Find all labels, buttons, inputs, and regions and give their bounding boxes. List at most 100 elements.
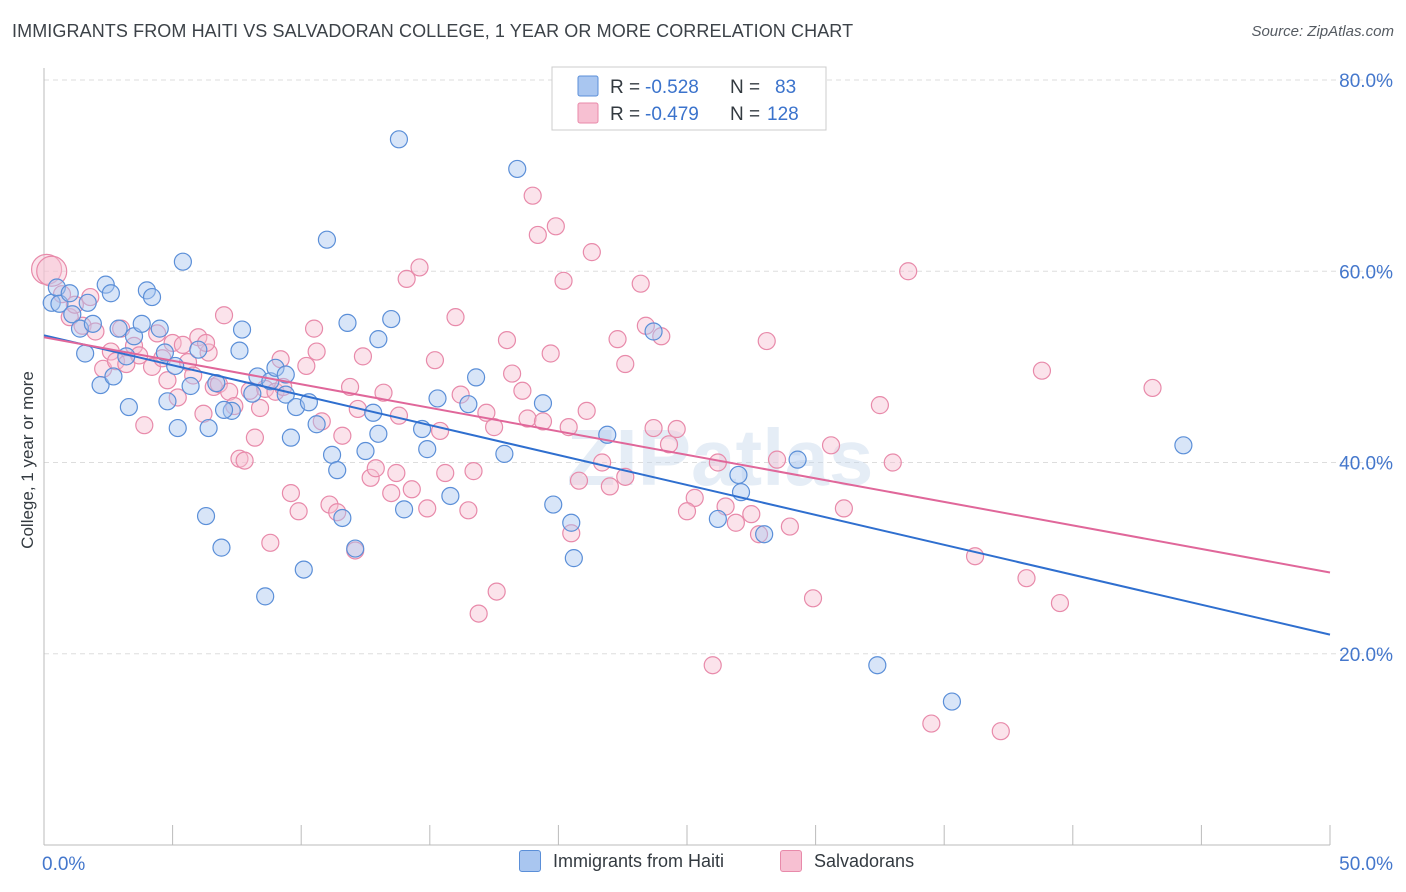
point-salvadoran (410, 258, 429, 277)
point-salvadoran (631, 274, 650, 293)
point-salvadoran (402, 480, 421, 499)
point-haiti (322, 445, 342, 464)
point-salvadoran (757, 331, 776, 351)
point-salvadoran (366, 459, 385, 478)
point-haiti (78, 293, 97, 312)
point-haiti (232, 320, 252, 339)
point-haiti (222, 401, 241, 420)
x-tick-label-min: 0.0% (42, 854, 85, 875)
point-haiti (868, 656, 887, 675)
points-layer (30, 130, 1193, 741)
point-salvadoran (503, 364, 522, 383)
point-salvadoran (261, 533, 280, 552)
point-salvadoran (304, 319, 324, 338)
point-haiti (212, 538, 231, 557)
point-haiti (168, 418, 187, 438)
point-haiti (158, 392, 177, 411)
point-salvadoran (703, 656, 722, 675)
point-salvadoran (749, 525, 769, 544)
point-salvadoran (780, 517, 799, 536)
point-salvadoran (600, 477, 619, 496)
point-haiti (150, 319, 169, 338)
point-haiti (788, 450, 807, 469)
point-salvadoran (1143, 378, 1162, 398)
bottom-legend: Immigrants from Haiti Salvadorans (0, 850, 1406, 880)
grid-layer (44, 79, 1393, 655)
legend-label-haiti: Immigrants from Haiti (553, 850, 725, 871)
point-haiti (369, 330, 388, 349)
point-haiti (495, 444, 514, 463)
point-salvadoran (307, 342, 326, 361)
point-haiti (356, 441, 375, 461)
point-salvadoran (135, 416, 154, 435)
point-salvadoran (117, 354, 136, 374)
point-salvadoran (667, 419, 686, 439)
point-salvadoran (148, 324, 167, 343)
y-tick-label: 80.0% (1339, 71, 1393, 92)
y-tick-label: 60.0% (1339, 262, 1393, 283)
point-salvadoran (281, 484, 301, 503)
point-haiti (418, 440, 437, 459)
point-haiti (441, 486, 460, 506)
point-salvadoran (513, 381, 532, 400)
point-salvadoran (821, 436, 841, 455)
point-haiti (101, 284, 120, 303)
point-haiti (104, 367, 123, 386)
point-salvadoran (397, 269, 416, 288)
point-haiti (83, 314, 102, 333)
legend-item-haiti[interactable]: Immigrants from Haiti (519, 850, 724, 872)
legend-swatch-haiti (577, 75, 599, 97)
point-haiti (394, 500, 414, 519)
top-legend: R = -0.528 N = 83 R = -0.479 N = 128 (551, 66, 827, 131)
point-haiti (328, 461, 347, 480)
point-salvadoran (353, 347, 373, 366)
point-salvadoran (361, 468, 380, 487)
point-salvadoran (1032, 361, 1052, 380)
point-salvadoran (158, 371, 177, 390)
legend-r-value-salvadoran: -0.479 (645, 104, 699, 125)
point-haiti (564, 549, 583, 568)
point-salvadoran (30, 253, 63, 285)
point-salvadoran (250, 398, 270, 418)
legend-swatch-haiti-bottom (519, 850, 541, 872)
point-salvadoran (487, 582, 506, 601)
point-salvadoran (297, 356, 316, 376)
legend-swatch-salvadoran-bottom (780, 850, 802, 872)
point-salvadoran (677, 502, 697, 521)
axes-layer (43, 68, 1331, 846)
point-salvadoran (340, 377, 360, 397)
legend-r-label-salvadoran: R = (610, 104, 640, 125)
point-salvadoran (870, 396, 890, 415)
point-salvadoran (382, 484, 401, 503)
point-salvadoran (834, 499, 853, 518)
point-salvadoran (562, 524, 581, 543)
point-salvadoran (541, 344, 560, 363)
point-salvadoran (991, 722, 1010, 741)
point-salvadoran (582, 243, 601, 262)
point-salvadoran (883, 453, 902, 472)
point-salvadoran (528, 225, 547, 245)
point-haiti (1174, 436, 1193, 455)
point-salvadoran (464, 462, 483, 481)
point-salvadoran (225, 396, 244, 416)
point-haiti (729, 465, 748, 485)
legend-label-salvadoran: Salvadorans (814, 850, 915, 871)
point-salvadoran (168, 388, 187, 407)
legend-n-value-haiti: 83 (775, 77, 796, 98)
source-credit: Source: ZipAtlas.com (1251, 23, 1394, 40)
point-salvadoran (767, 450, 787, 469)
point-salvadoran (533, 412, 553, 431)
point-salvadoran (644, 418, 663, 438)
point-salvadoran (726, 513, 745, 532)
point-salvadoran (235, 451, 254, 470)
point-haiti (96, 275, 115, 294)
point-salvadoran (523, 186, 542, 205)
point-salvadoran (312, 412, 331, 431)
point-haiti (155, 343, 174, 362)
tick-labels: 20.0% 40.0% 60.0% 80.0% 0.0% 50.0% (42, 71, 1393, 875)
point-salvadoran (245, 428, 265, 447)
legend-item-salvadoran[interactable]: Salvadorans (780, 850, 914, 872)
point-haiti (708, 509, 727, 529)
point-haiti (189, 340, 208, 359)
point-salvadoran (742, 505, 761, 524)
